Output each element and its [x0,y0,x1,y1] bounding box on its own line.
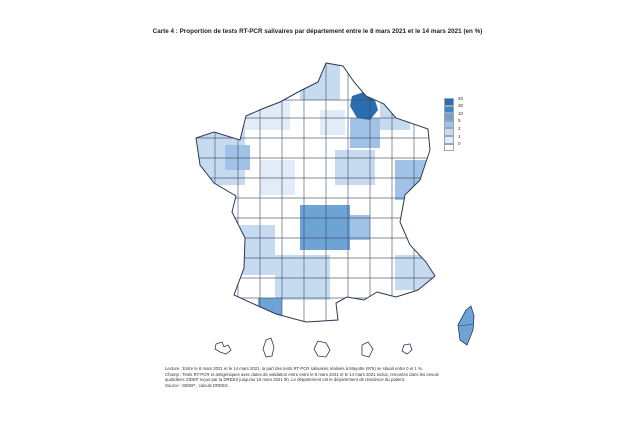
legend-class: 1 [444,133,463,144]
legend-swatch [444,128,454,136]
map-title: Carte 4 : Proportion de tests RT-PCR sal… [152,28,483,35]
map-notes: Lecture : Entre le 8 mars 2021 et le 14 … [165,366,475,388]
map-legend: 40 30 10 5 2 1 0 [444,95,464,152]
legend-class: 2 [444,125,463,136]
corsica [457,305,475,346]
legend-swatch [444,105,454,114]
legend-label: 0 [458,141,461,147]
legend-class: 5 [444,118,463,129]
legend-swatch [444,113,454,121]
legend-class: 40 [444,95,464,106]
legend-label: 2 [458,125,461,131]
legend-class: 30 [444,103,464,114]
legend-label: 10 [458,110,464,116]
legend-swatch [444,98,454,106]
legend-class: 10 [444,110,464,121]
note-champ: Champ : Tests RT-PCR et antigéniques ave… [165,371,439,377]
legend-label: 40 [458,95,464,101]
legend-label: 30 [458,103,464,109]
legend-swatch [444,120,454,129]
overseas-insets [214,337,413,358]
legend-label: 1 [458,133,461,139]
note-champ-continued: quotidiens SIDEP reçus par la DREES jusq… [165,377,406,383]
note-source: Source : SIDEP ; calculs DREES. [165,382,229,388]
legend-swatch [444,135,454,144]
legend-class: 0 [444,141,463,152]
legend-swatch [444,143,454,152]
legend-label: 5 [458,118,461,124]
note-lecture: Lecture : Entre le 8 mars 2021 et le 14 … [165,366,424,371]
